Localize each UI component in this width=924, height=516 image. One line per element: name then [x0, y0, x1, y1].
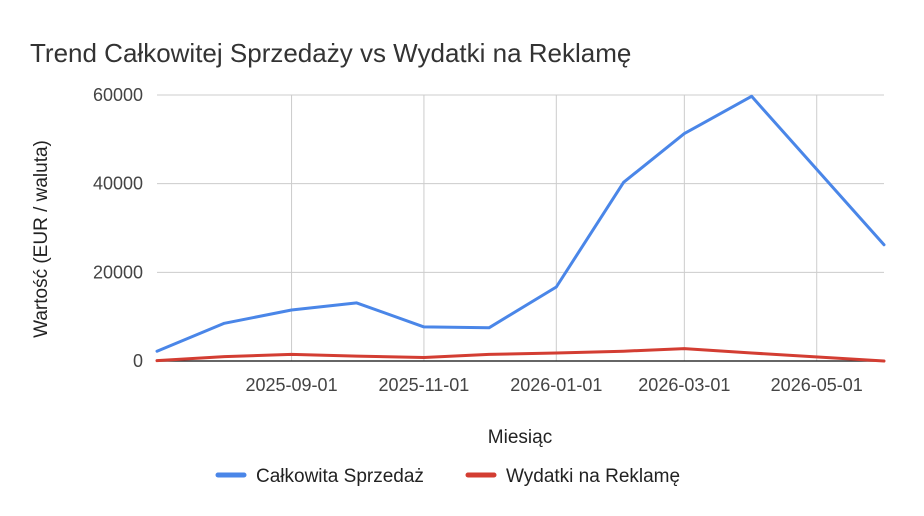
x-tick-label: 2025-09-01 [246, 375, 338, 395]
chart-title: Trend Całkowitej Sprzedaży vs Wydatki na… [30, 38, 631, 68]
y-tick-label: 0 [133, 351, 143, 371]
y-tick-label: 20000 [93, 262, 143, 282]
x-tick-label: 2026-03-01 [638, 375, 730, 395]
x-tick-label: 2026-05-01 [771, 375, 863, 395]
legend-label-1: Całkowita Sprzedaż [256, 466, 424, 487]
series-line-1 [155, 94, 886, 353]
x-axis-tick-labels: 2025-09-01 2025-11-01 2026-01-01 2026-03-01… [246, 375, 863, 395]
x-tick-label: 2026-01-01 [510, 375, 602, 395]
y-tick-label: 60000 [93, 85, 143, 105]
x-axis-title: Miesiąc [488, 427, 552, 448]
y-gridlines [157, 94, 884, 273]
y-tick-label: 40000 [93, 174, 143, 194]
legend: Całkowita Sprzedaż Wydatki na Reklamę [215, 466, 680, 487]
x-tick-label: 2025-11-01 [379, 375, 470, 395]
series-layer [155, 94, 886, 363]
x-gridlines [291, 95, 818, 361]
legend-label-2: Wydatki na Reklamę [506, 466, 680, 487]
y-axis-title: Wartość (EUR / waluta) [31, 140, 52, 338]
y-axis-tick-labels: 0 20000 40000 60000 [93, 85, 143, 371]
series-line-2 [155, 347, 886, 363]
